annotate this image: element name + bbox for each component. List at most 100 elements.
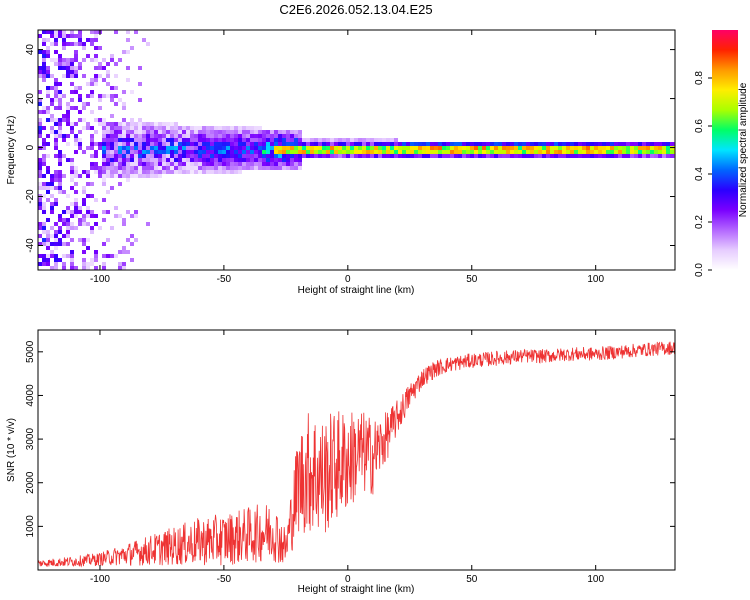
heat-cell <box>250 142 254 146</box>
colorbar-ticks: 0.00.20.40.60.8 <box>694 71 712 277</box>
heat-cell <box>662 146 666 150</box>
spectrogram-xtick-label: 0 <box>345 274 351 285</box>
heat-cell <box>338 154 342 158</box>
heat-cell <box>278 154 282 158</box>
heat-cell <box>170 126 174 130</box>
heat-cell <box>402 154 406 158</box>
heat-cell <box>554 154 558 158</box>
heat-cell <box>126 210 130 214</box>
heat-cell <box>98 122 102 126</box>
heat-cell <box>338 150 342 154</box>
heat-cell <box>526 146 530 150</box>
heat-cell <box>86 214 90 218</box>
heat-cell <box>258 166 262 170</box>
heat-cell <box>226 162 230 166</box>
heat-cell <box>206 170 210 174</box>
heat-cell <box>186 150 190 154</box>
heat-cell <box>274 150 278 154</box>
heat-cell <box>74 206 78 210</box>
heat-cell <box>82 74 86 78</box>
heat-cell <box>598 142 602 146</box>
heat-cell <box>570 150 574 154</box>
heat-cell <box>162 166 166 170</box>
heat-cell <box>330 142 334 146</box>
heat-cell <box>238 142 242 146</box>
heat-cell <box>418 154 422 158</box>
heat-cell <box>270 166 274 170</box>
heat-cell <box>526 150 530 154</box>
heat-cell <box>190 146 194 150</box>
heat-cell <box>62 134 66 138</box>
heat-cell <box>454 146 458 150</box>
heat-cell <box>110 130 114 134</box>
heat-cell <box>114 30 118 34</box>
heat-cell <box>134 146 138 150</box>
heat-cell <box>270 158 274 162</box>
heat-cell <box>166 126 170 130</box>
heat-cell <box>82 214 86 218</box>
heat-cell <box>150 122 154 126</box>
heat-cell <box>194 170 198 174</box>
heat-cell <box>170 150 174 154</box>
heat-cell <box>46 50 50 54</box>
heat-cell <box>450 150 454 154</box>
heat-cell <box>102 134 106 138</box>
heat-cell <box>62 266 66 270</box>
heat-cell <box>142 174 146 178</box>
heat-cell <box>258 150 262 154</box>
heat-cell <box>222 170 226 174</box>
heat-cell <box>238 154 242 158</box>
heat-cell <box>418 146 422 150</box>
heat-cell <box>150 150 154 154</box>
heat-cell <box>54 142 58 146</box>
heat-cell <box>358 154 362 158</box>
heat-cell <box>114 146 118 150</box>
heat-cell <box>74 190 78 194</box>
heat-cell <box>318 146 322 150</box>
heat-cell <box>62 174 66 178</box>
heat-cell <box>134 170 138 174</box>
heat-cell <box>54 242 58 246</box>
heat-cell <box>246 154 250 158</box>
heat-cell <box>46 74 50 78</box>
heat-cell <box>294 146 298 150</box>
heat-cell <box>298 138 302 142</box>
heat-cell <box>98 226 102 230</box>
heat-cell <box>442 154 446 158</box>
heat-cell <box>186 142 190 146</box>
heat-cell <box>670 154 674 158</box>
heat-cell <box>66 230 70 234</box>
heat-cell <box>90 58 94 62</box>
heat-cell <box>226 166 230 170</box>
heat-cell <box>270 162 274 166</box>
heat-cell <box>318 138 322 142</box>
heat-cell <box>218 154 222 158</box>
heat-cell <box>58 214 62 218</box>
heat-cell <box>38 206 42 210</box>
heat-cell <box>666 154 670 158</box>
heat-cell <box>110 158 114 162</box>
heat-cell <box>138 146 142 150</box>
heat-cell <box>222 138 226 142</box>
heat-cell <box>146 170 150 174</box>
heat-cell <box>158 154 162 158</box>
heat-cell <box>610 142 614 146</box>
heat-cell <box>598 154 602 158</box>
heat-cell <box>274 138 278 142</box>
heat-cell <box>106 158 110 162</box>
heat-cell <box>170 166 174 170</box>
heat-cell <box>234 150 238 154</box>
heat-cell <box>106 166 110 170</box>
heat-cell <box>346 146 350 150</box>
heat-cell <box>98 166 102 170</box>
heat-cell <box>114 206 118 210</box>
heat-cell <box>146 130 150 134</box>
heat-cell <box>110 114 114 118</box>
heat-cell <box>122 126 126 130</box>
heat-cell <box>90 154 94 158</box>
heat-cell <box>386 142 390 146</box>
heat-cell <box>458 146 462 150</box>
heat-cell <box>122 174 126 178</box>
heat-cell <box>166 130 170 134</box>
heat-cell <box>238 150 242 154</box>
